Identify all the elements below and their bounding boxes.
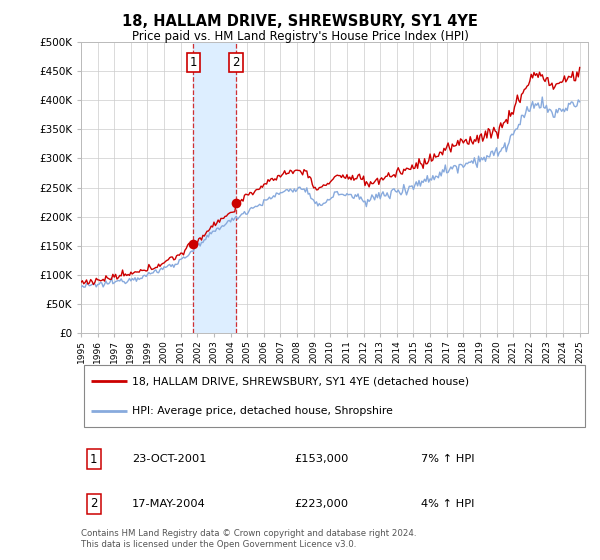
Text: Price paid vs. HM Land Registry's House Price Index (HPI): Price paid vs. HM Land Registry's House … <box>131 30 469 43</box>
Text: 17-MAY-2004: 17-MAY-2004 <box>132 499 205 509</box>
Text: 18, HALLAM DRIVE, SHREWSBURY, SY1 4YE (detached house): 18, HALLAM DRIVE, SHREWSBURY, SY1 4YE (d… <box>132 376 469 386</box>
Bar <box>193 42 236 333</box>
Text: £223,000: £223,000 <box>294 499 348 509</box>
Text: 2: 2 <box>90 497 97 510</box>
Text: 18, HALLAM DRIVE, SHREWSBURY, SY1 4YE: 18, HALLAM DRIVE, SHREWSBURY, SY1 4YE <box>122 14 478 29</box>
Text: 7% ↑ HPI: 7% ↑ HPI <box>421 454 475 464</box>
FancyBboxPatch shape <box>83 365 586 427</box>
Text: 2: 2 <box>232 56 240 69</box>
Text: 23-OCT-2001: 23-OCT-2001 <box>132 454 206 464</box>
Text: 4% ↑ HPI: 4% ↑ HPI <box>421 499 474 509</box>
Text: HPI: Average price, detached house, Shropshire: HPI: Average price, detached house, Shro… <box>132 406 392 416</box>
Text: Contains HM Land Registry data © Crown copyright and database right 2024.
This d: Contains HM Land Registry data © Crown c… <box>81 529 416 549</box>
Text: 1: 1 <box>90 452 97 465</box>
Text: £153,000: £153,000 <box>294 454 349 464</box>
Text: 1: 1 <box>190 56 197 69</box>
